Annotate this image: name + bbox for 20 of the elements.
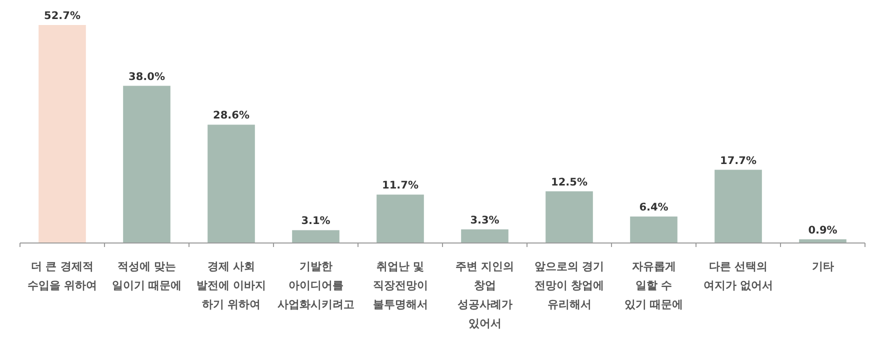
x-tick-label: 기발한 아이디어를 사업화시키려고 [277, 260, 354, 311]
data-label: 17.7% [720, 154, 757, 167]
data-label: 3.3% [470, 214, 500, 226]
x-tick-label: 다른 선택의 여지가 없어서 [703, 260, 774, 292]
data-label: 11.7% [382, 180, 419, 192]
data-label: 3.1% [301, 215, 331, 228]
x-tick-label: 앞으로의 경기 전망이 창업에 유리해서 [534, 260, 604, 311]
x-tick-label: 취업난 및 직장전망이 불투명해서 [372, 260, 428, 311]
data-label: 12.5% [551, 176, 588, 188]
x-tick-label: 기타 [812, 260, 834, 273]
x-tick-label: 자유롭게 일할 수 있기 때문에 [624, 260, 684, 311]
data-label: 6.4% [639, 202, 669, 214]
data-label: 28.6% [213, 110, 250, 122]
x-tick-label: 적성에 맞는 일이기 때문에 [112, 260, 182, 292]
data-label: 38.0% [128, 70, 166, 83]
data-label: 0.9% [808, 224, 838, 236]
x-tick-label: 주변 지인의 창업 성공사례가 있어서 [455, 260, 514, 330]
data-label: 52.7% [44, 10, 81, 22]
x-tick-label: 경제 사회 발전에 이바지 하기 위하여 [196, 260, 266, 311]
x-tick-label: 더 큰 경제적 수입을 위하여 [27, 260, 98, 292]
